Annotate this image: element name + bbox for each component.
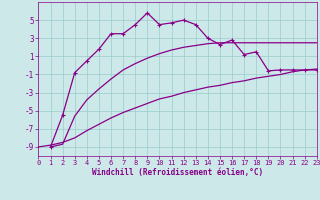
X-axis label: Windchill (Refroidissement éolien,°C): Windchill (Refroidissement éolien,°C) — [92, 168, 263, 177]
